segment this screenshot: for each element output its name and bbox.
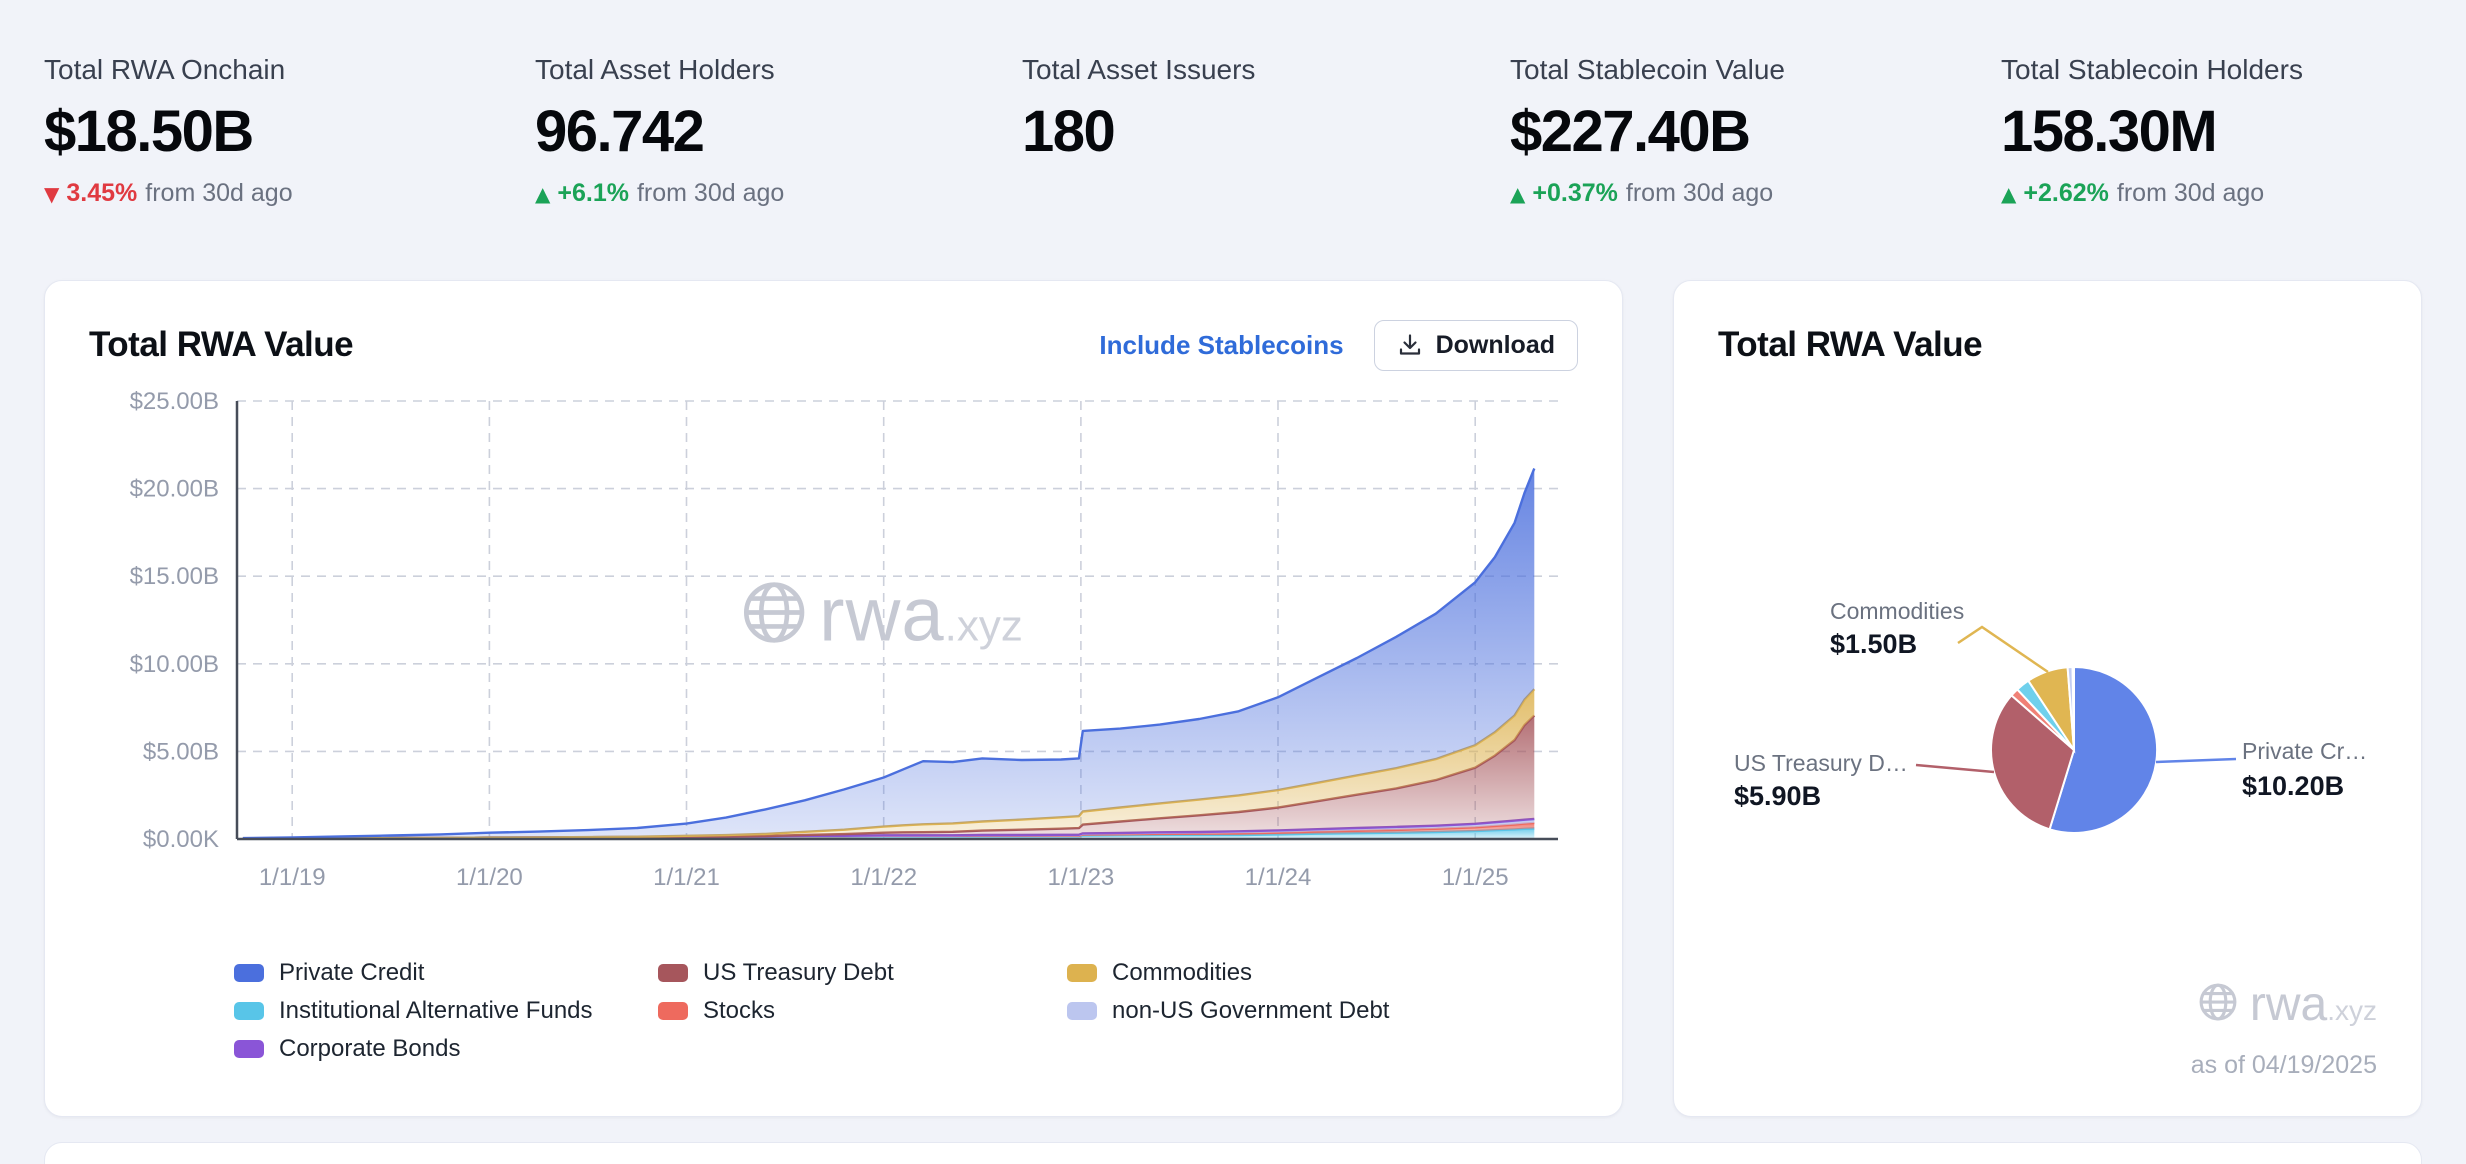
- legend-item-institutional-alternative-funds[interactable]: Institutional Alternative Funds: [234, 998, 658, 1023]
- legend-item-commodities[interactable]: Commodities: [1067, 960, 1389, 985]
- svg-text:$15.00B: $15.00B: [130, 563, 219, 590]
- change-suffix: from 30d ago: [2116, 179, 2265, 207]
- svg-text:1/1/24: 1/1/24: [1245, 864, 1312, 891]
- legend-label: Institutional Alternative Funds: [279, 997, 593, 1024]
- pie-slice-corporate-bonds: [2071, 665, 2075, 751]
- stat-label: Total RWA Onchain: [44, 54, 286, 85]
- legend-label: US Treasury Debt: [703, 959, 894, 986]
- pie-card-title: Total RWA Value: [1718, 325, 1983, 364]
- stat-value: 158.30M: [2001, 99, 2218, 164]
- stat-total-asset-holders: Total Asset Holders 96.742 ▲ +6.1% from 30…: [535, 52, 1022, 209]
- svg-text:1/1/23: 1/1/23: [1048, 864, 1115, 891]
- legend-swatch: [234, 963, 264, 982]
- stat-change-0: ▼ 3.45% from 30d ago: [44, 178, 535, 209]
- include-stablecoins-link[interactable]: Include Stablecoins: [1099, 329, 1344, 360]
- next-section-card-edge: [44, 1142, 2422, 1164]
- svg-text:$0.00K: $0.00K: [143, 826, 219, 853]
- change-percent: +2.62%: [2023, 179, 2109, 207]
- area-series-institutional-alternative-funds: [242, 828, 1535, 839]
- stat-total-asset-issuers: Total Asset Issuers 180: [1022, 52, 1510, 209]
- stat-value: 96.742: [535, 99, 705, 164]
- area-series-commodities: [242, 689, 1535, 839]
- stat-label: Total Stablecoin Holders: [2001, 54, 2303, 85]
- stat-label: Total Asset Issuers: [1022, 54, 1256, 85]
- area-card-header: Total RWA Value Include Stablecoins Down…: [89, 317, 1578, 373]
- stat-label: Total Asset Holders: [535, 54, 775, 85]
- stat-change-4: ▲ +2.62% from 30d ago: [2001, 178, 2303, 209]
- pie-value-commodities: $1.50B: [1830, 629, 1917, 659]
- stats-row: Total RWA Onchain $18.50B ▼ 3.45% from 30d…: [44, 52, 2466, 209]
- legend-label: Corporate Bonds: [279, 1035, 461, 1062]
- stat-total-stablecoin-value: Total Stablecoin Value $227.40B ▲ +0.37% f…: [1510, 52, 2001, 209]
- legend-column: US Treasury Debt Stocks: [658, 960, 1067, 1074]
- svg-text:$25.00B: $25.00B: [130, 388, 219, 415]
- trend-arrow-icon: ▲: [1510, 182, 1526, 206]
- svg-text:1/1/20: 1/1/20: [456, 864, 523, 891]
- legend-item-us-treasury-debt[interactable]: US Treasury Debt: [658, 960, 1067, 985]
- stat-change-3: ▲ +0.37% from 30d ago: [1510, 178, 2001, 209]
- legend-swatch: [1067, 963, 1097, 982]
- download-button-label: Download: [1435, 330, 1555, 359]
- pie-value-us-treasury-debt: $5.90B: [1734, 781, 1821, 811]
- trend-arrow-icon: ▲: [2001, 182, 2017, 206]
- pie-label-us-treasury-debt: US Treasury D…: [1734, 750, 1908, 776]
- stat-label: Total Stablecoin Value: [1510, 54, 1785, 85]
- legend-item-corporate-bonds[interactable]: Corporate Bonds: [234, 1036, 658, 1061]
- area-card-actions: Include Stablecoins Download: [1099, 319, 1578, 371]
- legend-swatch: [234, 1001, 264, 1020]
- legend-label: Commodities: [1112, 959, 1253, 986]
- legend-label: non-US Government Debt: [1112, 997, 1390, 1024]
- svg-text:$10.00B: $10.00B: [130, 651, 219, 678]
- change-suffix: from 30d ago: [636, 179, 785, 207]
- trend-arrow-icon: ▲: [535, 182, 551, 206]
- area-chart[interactable]: $0.00K $5.00B $10.00B $15.00B $20.00B $25.00B…: [89, 381, 1578, 956]
- total-rwa-value-area-card: Total RWA Value Include Stablecoins Down…: [44, 280, 1623, 1117]
- stat-total-rwa-onchain: Total RWA Onchain $18.50B ▼ 3.45% from 30d…: [44, 52, 535, 209]
- svg-text:1/1/19: 1/1/19: [259, 864, 326, 891]
- stat-value: $227.40B: [1510, 99, 1751, 164]
- svg-text:1/1/22: 1/1/22: [850, 864, 917, 891]
- change-suffix: from 30d ago: [145, 179, 293, 207]
- pie-label-commodities: Commodities: [1830, 598, 1964, 624]
- legend-column: Private Credit Institutional Alternative …: [234, 960, 658, 1074]
- download-icon: [1397, 332, 1423, 358]
- legend-item-private-credit[interactable]: Private Credit: [234, 960, 658, 985]
- area-card-title: Total RWA Value: [89, 325, 354, 364]
- area-series-private-credit: [242, 468, 1535, 839]
- change-percent: +6.1%: [557, 179, 629, 207]
- legend-label: Private Credit: [279, 959, 425, 986]
- change-percent: +0.37%: [1532, 179, 1618, 207]
- pie-chart[interactable]: Private Cr… $10.20B US Treasury D… $5.90B Co…: [1718, 381, 2377, 1001]
- download-button[interactable]: Download: [1373, 319, 1578, 371]
- pie-value-private-credit: $10.20B: [2242, 771, 2344, 801]
- svg-text:$5.00B: $5.00B: [143, 738, 219, 765]
- stat-change-1: ▲ +6.1% from 30d ago: [535, 178, 1022, 209]
- area-chart-wrap: $0.00K $5.00B $10.00B $15.00B $20.00B $25.00B…: [89, 381, 1578, 956]
- pie-slice-us-treasury-debt: [1990, 693, 2076, 831]
- legend-swatch: [658, 1001, 688, 1020]
- legend-label: Stocks: [703, 997, 776, 1024]
- pie-label-private-credit: Private Cr…: [2242, 738, 2367, 764]
- legend-swatch: [1067, 1001, 1097, 1020]
- trend-arrow-icon: ▼: [44, 182, 60, 206]
- stat-value: 180: [1022, 99, 1116, 164]
- legend-swatch: [234, 1039, 264, 1058]
- svg-text:1/1/25: 1/1/25: [1442, 864, 1509, 891]
- area-legend: Private Credit Institutional Alternative …: [89, 960, 1578, 1074]
- svg-text:$20.00B: $20.00B: [130, 476, 219, 503]
- legend-item-stocks[interactable]: Stocks: [658, 998, 1067, 1023]
- stat-total-stablecoin-holders: Total Stablecoin Holders 158.30M ▲ +2.62%…: [2001, 52, 2303, 209]
- total-rwa-value-pie-card: Total RWA Value Private Cr… $10.20B US Tre…: [1673, 280, 2422, 1117]
- pie-card-header: Total RWA Value: [1718, 317, 2377, 373]
- svg-text:1/1/21: 1/1/21: [653, 864, 720, 891]
- legend-column: Commodities non-US Government Debt: [1067, 960, 1389, 1074]
- change-percent: 3.45%: [66, 179, 138, 207]
- legend-swatch: [658, 963, 688, 982]
- stat-value: $18.50B: [44, 99, 254, 164]
- as-of-date: as of 04/19/2025: [2190, 1051, 2377, 1079]
- legend-item-non-us-government-debt[interactable]: non-US Government Debt: [1067, 998, 1389, 1023]
- area-series-us-treasury-debt: [242, 715, 1535, 839]
- change-suffix: from 30d ago: [1625, 179, 1774, 207]
